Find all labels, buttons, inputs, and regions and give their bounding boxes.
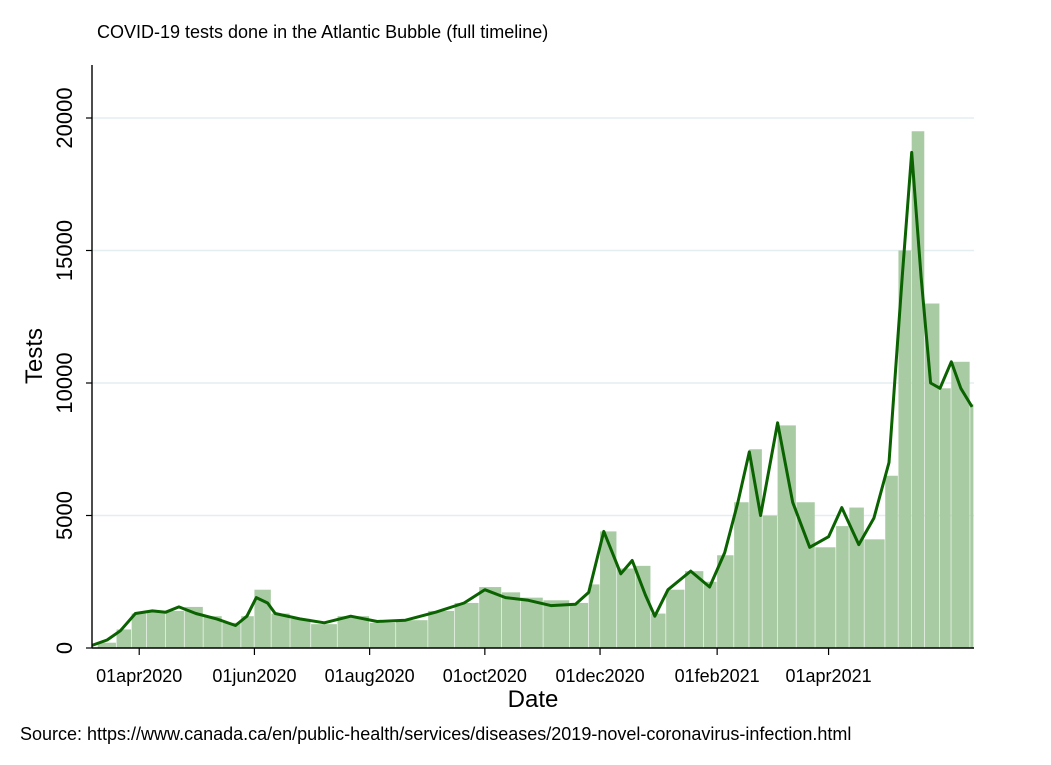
bar [543,600,570,648]
bar [241,616,254,648]
y-tick-label: 5000 [52,491,77,540]
bar [635,565,651,648]
bar [369,622,396,648]
x-tick-label: 01aug2020 [325,666,415,686]
bar [762,515,777,648]
x-ticks: 01apr2020 01jun2020 01aug2020 01oct2020 01de… [96,648,872,686]
bar [651,613,666,648]
bar [454,602,479,648]
bar [898,250,912,648]
bar [970,404,974,648]
y-gridlines [92,117,974,517]
source-note: Source: https://www.canada.ca/en/public-… [20,724,851,744]
bar [337,616,370,648]
bar [428,610,455,648]
x-tick-label: 01dec2020 [556,666,645,686]
bar [569,602,589,648]
bar [222,622,241,648]
y-axis-label: Tests [21,328,48,384]
bar [777,425,796,648]
x-axis-label: Date [508,686,559,713]
bar [501,592,521,648]
bar [184,606,203,648]
line-series [91,150,974,647]
x-tick-label: 01oct2020 [443,666,527,686]
bar [588,584,600,648]
bar [703,581,717,648]
x-tick-label: 01feb2021 [675,666,760,686]
bar [924,303,940,648]
x-tick-label: 01apr2021 [786,666,872,686]
bar [864,539,885,648]
bar-series [97,131,974,648]
bar [940,388,951,648]
x-tick-label: 01apr2020 [96,666,182,686]
bar [131,613,147,648]
bar [815,547,836,648]
bar [146,612,166,648]
trend-line [91,150,974,647]
bar [479,587,502,648]
bar [836,526,849,648]
bar [717,555,734,648]
y-tick-label: 0 [52,642,77,654]
bar [311,624,337,648]
bar [685,571,704,648]
bar [290,618,311,648]
bar [396,620,428,648]
bar [951,361,970,648]
bar [600,531,617,648]
bar [796,502,815,648]
bar [165,610,184,648]
y-tick-label: 15000 [52,220,77,281]
y-tick-label: 20000 [52,87,77,148]
bar [666,589,685,648]
y-ticks: 0 5000 10000 15000 20000 [52,87,92,654]
chart-title: COVID-19 tests done in the Atlantic Bubb… [97,22,548,42]
bar [617,568,636,648]
x-tick-label: 01jun2020 [212,666,296,686]
bar [271,613,290,648]
bar [97,642,116,648]
bar [520,597,543,648]
bar [203,616,222,648]
bar [885,475,898,648]
bar [911,131,925,648]
y-tick-label: 10000 [52,352,77,413]
bar [734,502,749,648]
bar [116,629,132,648]
